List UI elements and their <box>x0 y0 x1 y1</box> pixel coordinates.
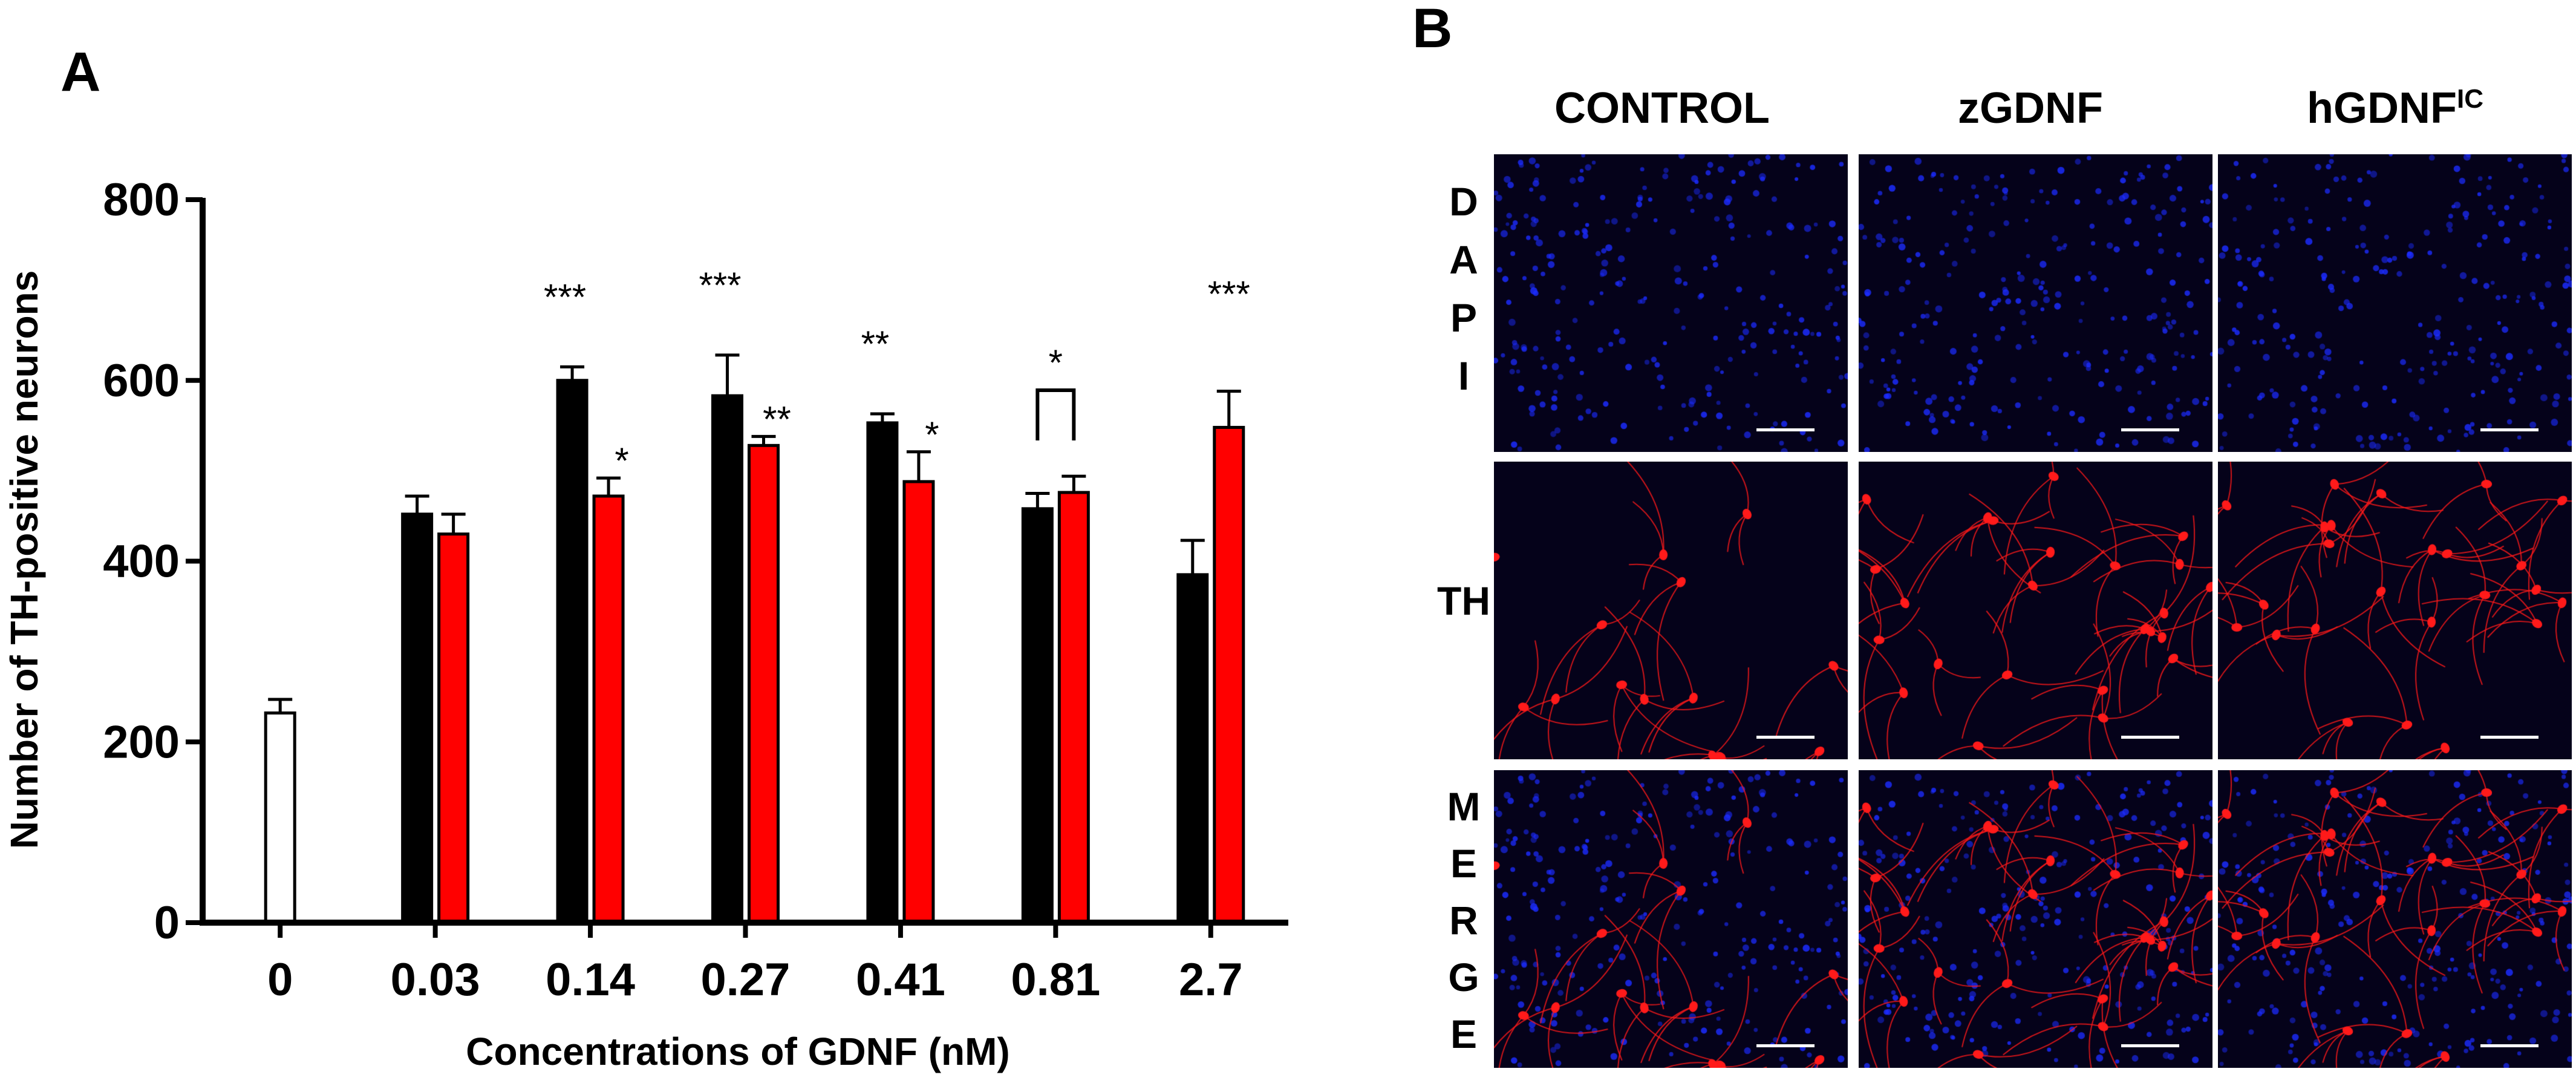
row-letter: M <box>1447 784 1481 829</box>
micrograph-image <box>1859 770 2212 1068</box>
bar-series-1 <box>1213 425 1245 924</box>
row-letter: I <box>1458 353 1470 398</box>
row-label-dapi: D A P I <box>1427 182 1500 396</box>
bar-series-0 <box>556 379 589 924</box>
significance-stars: * <box>615 440 628 481</box>
comparison-bracket <box>1035 388 1076 440</box>
row-label-th: TH <box>1415 581 1512 621</box>
x-axis-title: Concentrations of GDNF (nM) <box>466 1030 1009 1073</box>
significance-stars: *** <box>1208 274 1250 315</box>
bars-group <box>264 353 1245 924</box>
row-letter: D <box>1449 179 1478 224</box>
y-tick-label: 0 <box>154 897 180 949</box>
micrograph-merge-1 <box>1494 770 1848 1068</box>
micrograph-merge-3 <box>2218 770 2572 1068</box>
significance-stars: * <box>925 414 939 455</box>
column-header-control: CONTROL <box>1554 84 1770 132</box>
y-tick-label: 600 <box>103 355 180 407</box>
micrograph-image <box>1859 462 2212 759</box>
x-tick-label: 0.41 <box>856 954 945 1006</box>
significance-stars: ** <box>763 399 791 439</box>
bar-series-1 <box>902 480 935 924</box>
bar-series-0 <box>1021 507 1054 924</box>
bar-series-0 <box>866 421 899 924</box>
micrograph-dapi-1 <box>1494 154 1848 452</box>
bar-series-1 <box>748 443 780 924</box>
x-tick-label: 0 <box>267 954 293 1006</box>
y-tick-label: 400 <box>103 536 180 587</box>
column-header-hgdnf-text: hGDNF <box>2307 84 2457 132</box>
micrograph-image <box>1859 154 2212 452</box>
x-tick-label: 0.14 <box>546 954 635 1006</box>
bar-series-1 <box>1057 491 1090 924</box>
panel-b-label: B <box>1412 0 1452 59</box>
scale-bar <box>2480 428 2539 431</box>
bar-series-1 <box>592 494 625 924</box>
annotations-group: *** ******** ***** <box>544 265 1250 481</box>
bar-series-0 <box>711 394 743 924</box>
micrograph-th-1 <box>1494 462 1848 759</box>
column-header-superscript: IC <box>2456 84 2483 114</box>
scale-bar <box>2121 428 2179 431</box>
scale-bar <box>1756 1044 1815 1047</box>
scale-bar <box>1756 736 1815 739</box>
micrograph-dapi-3 <box>2218 154 2572 452</box>
micrograph-th-3 <box>2218 462 2572 759</box>
row-letter: TH <box>1437 578 1490 623</box>
axes-group: 0 200 400 600 800 0 0.03 0.14 0.27 0.41 0.81 2.7 <box>103 174 1288 1006</box>
x-tick-label: 0.81 <box>1011 954 1100 1006</box>
row-letter: R <box>1449 898 1478 943</box>
scale-bar <box>2121 1044 2179 1047</box>
micrograph-image <box>2218 462 2572 759</box>
y-axis-title: Number of TH-positive neurons <box>2 270 46 849</box>
row-letter: E <box>1450 1012 1478 1056</box>
row-label-merge: M E R G E <box>1427 787 1500 1054</box>
micrograph-dapi-2 <box>1859 154 2212 452</box>
row-letter: P <box>1450 295 1478 340</box>
micrograph-merge-2 <box>1859 770 2212 1068</box>
x-tick-label: 0.27 <box>701 954 791 1006</box>
significance-stars: *** <box>699 265 741 306</box>
bracket-stars: * <box>1049 342 1063 383</box>
micrograph-th-2 <box>1859 462 2212 759</box>
significance-stars: *** <box>544 276 586 317</box>
column-header-hgdnf: hGDNFIC <box>2214 83 2576 133</box>
x-tick-label: 2.7 <box>1179 954 1243 1006</box>
significance-stars: ** <box>861 324 890 364</box>
scale-bar <box>2480 1044 2539 1047</box>
bar-series-1 <box>437 532 470 924</box>
column-header-zgdnf: zGDNF <box>1958 84 2103 132</box>
bar-control <box>264 711 296 924</box>
row-letter: E <box>1450 841 1478 886</box>
x-tick-label: 0.03 <box>391 954 480 1006</box>
bar-series-0 <box>401 512 434 924</box>
y-tick-label: 800 <box>103 174 180 226</box>
micrograph-image <box>2218 154 2572 452</box>
scale-bar <box>2480 736 2539 739</box>
scale-bar <box>1756 428 1815 431</box>
y-tick-label: 200 <box>103 716 180 768</box>
row-letter: A <box>1449 237 1478 282</box>
micrograph-image <box>1494 770 1848 1068</box>
micrograph-image <box>1494 154 1848 452</box>
micrograph-image <box>2218 770 2572 1068</box>
micrograph-image <box>1494 462 1848 759</box>
bar-series-0 <box>1176 573 1209 924</box>
panel-a-label: A <box>60 41 100 103</box>
row-letter: G <box>1448 955 1479 999</box>
scale-bar <box>2121 736 2179 739</box>
